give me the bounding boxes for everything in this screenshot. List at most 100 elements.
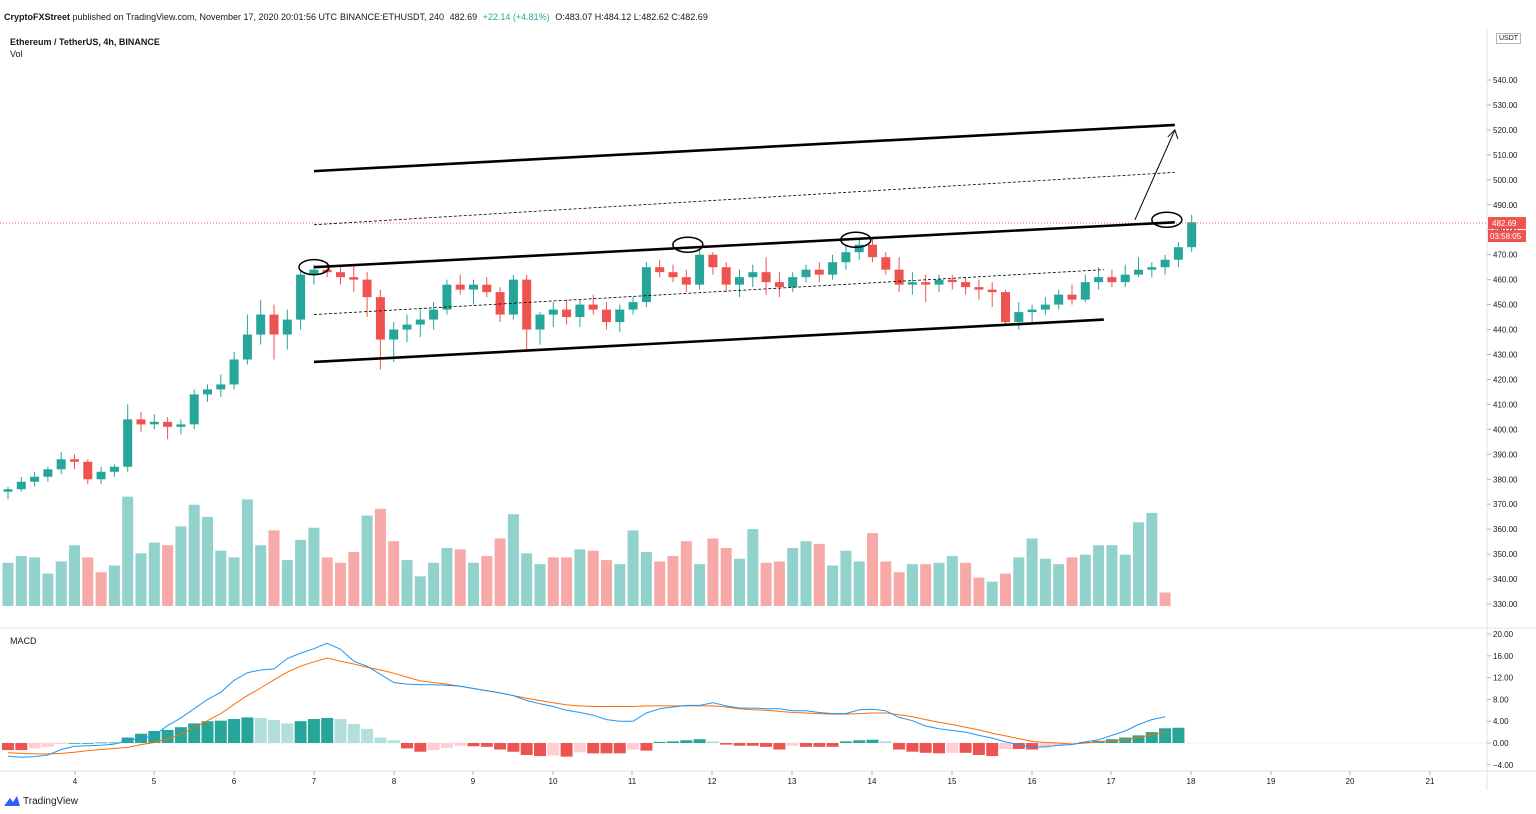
volume-bar bbox=[122, 496, 134, 606]
volume-bar bbox=[361, 515, 373, 606]
volume-bar bbox=[2, 562, 14, 606]
breakout-arrow-line bbox=[1134, 129, 1176, 220]
price-axis-label: 350.00 bbox=[1493, 550, 1518, 559]
candle-body bbox=[269, 314, 279, 335]
volume-bar bbox=[374, 508, 386, 606]
candle-body bbox=[203, 389, 212, 395]
macd-histogram-bar bbox=[268, 720, 280, 743]
candle-body bbox=[602, 309, 611, 323]
volume-bar bbox=[946, 556, 958, 606]
tradingview-brand[interactable]: TradingView bbox=[4, 795, 78, 807]
candle-body bbox=[548, 309, 558, 315]
macd-histogram-bar bbox=[959, 743, 972, 753]
time-axis-label: 5 bbox=[152, 777, 157, 786]
candle-body bbox=[934, 279, 944, 285]
macd-histogram-bar bbox=[241, 717, 254, 743]
macd-histogram-bar bbox=[347, 723, 360, 743]
macd-histogram-bar bbox=[281, 723, 294, 743]
volume-bar bbox=[587, 550, 599, 606]
volume-bar bbox=[1039, 558, 1051, 606]
price-axis-label: 540.00 bbox=[1493, 76, 1518, 85]
macd-histogram-bar bbox=[148, 731, 161, 743]
macd-histogram-bar bbox=[1132, 735, 1145, 743]
candle-body bbox=[30, 476, 40, 482]
volume-bar bbox=[680, 541, 692, 606]
volume-bar bbox=[308, 527, 320, 606]
volume-bar bbox=[906, 564, 918, 606]
macd-histogram-bar bbox=[440, 743, 453, 748]
macd-histogram-bar bbox=[680, 740, 693, 743]
macd-histogram-bar bbox=[1039, 743, 1052, 748]
volume-bar bbox=[867, 533, 878, 606]
macd-histogram-bar bbox=[627, 743, 640, 750]
candle-body bbox=[296, 274, 306, 320]
volume-bar bbox=[148, 542, 160, 606]
time-axis-label: 19 bbox=[1267, 777, 1276, 786]
macd-histogram-bar bbox=[494, 743, 507, 750]
currency-badge[interactable]: USDT bbox=[1496, 33, 1522, 44]
macd-histogram-bar bbox=[321, 717, 334, 743]
candle-body bbox=[774, 282, 784, 288]
candle-body bbox=[1173, 247, 1183, 260]
volume-bar bbox=[175, 526, 187, 606]
candle-body bbox=[655, 267, 665, 273]
candle-body bbox=[974, 287, 984, 290]
candle-body bbox=[894, 269, 904, 285]
price-change: +22.14 (+4.81%) bbox=[482, 12, 550, 22]
volume-bar bbox=[1106, 545, 1118, 606]
candle-body bbox=[1187, 222, 1197, 248]
macd-histogram-bar bbox=[640, 743, 653, 751]
volume-bar bbox=[268, 530, 280, 606]
candle-body bbox=[1040, 304, 1050, 310]
macd-axis-label: 8.00 bbox=[1493, 695, 1509, 704]
last-price-badge bbox=[1488, 217, 1526, 230]
price-axis-label: 330.00 bbox=[1493, 600, 1518, 609]
macd-histogram-bar bbox=[893, 743, 906, 750]
macd-histogram-bar bbox=[387, 740, 400, 743]
macd-histogram-bar bbox=[879, 741, 892, 743]
macd-histogram-bar bbox=[401, 743, 413, 749]
price-axis-label: 520.00 bbox=[1493, 126, 1518, 135]
candle-body bbox=[961, 282, 971, 288]
time-axis-label: 10 bbox=[549, 777, 558, 786]
time-axis-label: 21 bbox=[1426, 777, 1435, 786]
volume-bar bbox=[853, 561, 865, 606]
volume-bar bbox=[401, 560, 413, 606]
volume-bar bbox=[1146, 512, 1158, 606]
volume-bar bbox=[933, 562, 945, 606]
volume-bar bbox=[414, 576, 426, 606]
volume-bar bbox=[773, 561, 785, 606]
candle-body bbox=[176, 424, 186, 427]
volume-bar bbox=[388, 541, 400, 606]
last-price-header: 482.69 bbox=[449, 12, 478, 22]
macd-axis-label: 16.00 bbox=[1493, 652, 1514, 661]
macd-histogram-bar bbox=[720, 743, 733, 745]
price-axis-label: 390.00 bbox=[1493, 450, 1518, 459]
macd-histogram-bar bbox=[693, 739, 706, 743]
candle-body bbox=[721, 267, 731, 285]
macd-histogram-bar bbox=[1066, 743, 1078, 744]
macd-histogram-bar bbox=[188, 723, 201, 743]
volume-bar bbox=[667, 556, 679, 606]
candle-body bbox=[163, 421, 173, 427]
volume-bar bbox=[348, 552, 360, 606]
candle-body bbox=[402, 324, 412, 330]
price-axis-label: 470.00 bbox=[1493, 251, 1518, 260]
macd-histogram-bar bbox=[800, 743, 812, 747]
candle-body bbox=[455, 284, 465, 290]
macd-histogram-bar bbox=[108, 742, 121, 744]
candle-body bbox=[748, 272, 758, 278]
time-axis-label: 20 bbox=[1346, 777, 1355, 786]
candle-body bbox=[70, 459, 79, 462]
candle-body bbox=[43, 469, 53, 477]
macd-histogram-bar bbox=[15, 743, 28, 751]
macd-histogram-bar bbox=[826, 743, 839, 747]
volume-bar bbox=[893, 572, 905, 606]
price-axis-label: 370.00 bbox=[1493, 500, 1518, 509]
publisher-name[interactable]: CryptoFXStreet bbox=[4, 12, 71, 22]
macd-histogram-bar bbox=[294, 721, 307, 743]
volume-bar bbox=[547, 557, 559, 606]
touch-point-circle bbox=[672, 236, 704, 253]
price-axis-label: 490.00 bbox=[1493, 201, 1518, 210]
